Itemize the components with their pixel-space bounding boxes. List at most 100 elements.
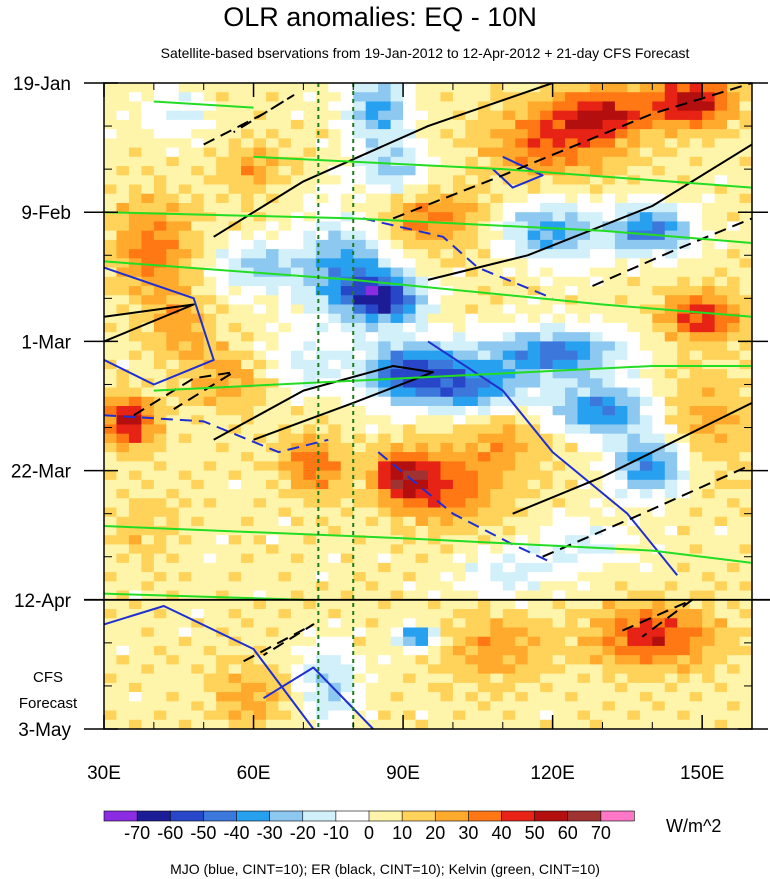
- heatmap-cell: [278, 627, 292, 638]
- heatmap-cell: [141, 313, 155, 324]
- heatmap-cell: [490, 350, 504, 361]
- heatmap-cell: [104, 332, 118, 342]
- heatmap-cell: [577, 350, 591, 361]
- heatmap-cell: [714, 664, 728, 675]
- heatmap-cell: [739, 221, 752, 232]
- heatmap-cell: [315, 442, 329, 453]
- heatmap-cell: [602, 230, 616, 241]
- heatmap-cell: [116, 489, 130, 499]
- heatmap-cell: [527, 202, 541, 213]
- heatmap-cell: [390, 682, 404, 693]
- heatmap-cell: [727, 258, 741, 269]
- heatmap-cell: [340, 322, 354, 333]
- heatmap-cell: [390, 664, 404, 675]
- heatmap-cell: [141, 442, 155, 453]
- heatmap-cell: [203, 286, 217, 296]
- heatmap-cell: [315, 433, 329, 444]
- heatmap-cell: [664, 535, 678, 546]
- heatmap-cell: [390, 645, 404, 656]
- heatmap-cell: [340, 406, 354, 416]
- heatmap-cell: [477, 378, 491, 389]
- heatmap-cell: [403, 692, 417, 702]
- heatmap-cell: [614, 92, 628, 103]
- heatmap-cell: [714, 212, 728, 223]
- heatmap-cell: [440, 433, 454, 444]
- heatmap-cell: [540, 590, 554, 601]
- er-contour: [104, 303, 195, 343]
- heatmap-cell: [577, 710, 591, 721]
- heatmap-cell: [502, 553, 516, 564]
- heatmap-cell: [166, 599, 180, 610]
- heatmap-cell: [602, 92, 616, 103]
- heatmap-cell: [104, 258, 118, 269]
- heatmap-cell: [440, 83, 454, 93]
- heatmap-cell: [153, 433, 167, 444]
- heatmap-cell: [403, 230, 417, 241]
- heatmap-cell: [141, 101, 155, 112]
- heatmap-cell: [527, 415, 541, 426]
- heatmap-cell: [727, 304, 741, 315]
- heatmap-cell: [602, 147, 616, 158]
- heatmap-cell: [652, 156, 666, 167]
- heatmap-cell: [303, 359, 317, 370]
- heatmap-cell: [203, 581, 217, 592]
- heatmap-cell: [565, 138, 579, 149]
- heatmap-cell: [627, 202, 641, 213]
- heatmap-cell: [502, 212, 516, 223]
- heatmap-cell: [266, 276, 280, 287]
- heatmap-cell: [365, 258, 379, 269]
- heatmap-cell: [153, 286, 167, 296]
- heatmap-cell: [552, 719, 566, 729]
- heatmap-cell: [303, 313, 317, 324]
- heatmap-cell: [191, 701, 205, 712]
- heatmap-cell: [228, 507, 242, 518]
- heatmap-cell: [415, 590, 429, 601]
- heatmap-cell: [565, 655, 579, 665]
- heatmap-cell: [490, 166, 504, 176]
- heatmap-cell: [652, 627, 666, 638]
- heatmap-cell: [203, 479, 217, 490]
- heatmap-cell: [141, 701, 155, 712]
- heatmap-cell: [116, 682, 130, 693]
- heatmap-cell: [116, 110, 130, 121]
- heatmap-cell: [714, 396, 728, 407]
- heatmap-cell: [477, 332, 491, 342]
- heatmap-cell: [390, 332, 404, 342]
- heatmap-cell: [203, 664, 217, 675]
- heatmap-cell: [465, 572, 479, 582]
- heatmap-cell: [477, 553, 491, 564]
- heatmap-cell: [440, 110, 454, 121]
- heatmap-cell: [216, 461, 230, 472]
- heatmap-cell: [228, 129, 242, 139]
- heatmap-cell: [452, 258, 466, 269]
- heatmap-cell: [104, 498, 118, 509]
- heatmap-cell: [216, 719, 230, 729]
- kelvin-contour: [153, 100, 254, 109]
- heatmap-cell: [241, 258, 255, 269]
- heatmap-cell: [315, 184, 329, 195]
- heatmap-cell: [403, 387, 417, 398]
- heatmap-cell: [477, 258, 491, 269]
- heatmap-cell: [378, 562, 392, 573]
- heatmap-cell: [465, 433, 479, 444]
- heatmap-cell: [340, 590, 354, 601]
- heatmap-cell: [440, 166, 454, 176]
- heatmap-cell: [477, 313, 491, 324]
- heatmap-cell: [614, 627, 628, 638]
- heatmap-cell: [428, 322, 442, 333]
- heatmap-cell: [490, 461, 504, 472]
- heatmap-cell: [428, 479, 442, 490]
- heatmap-cell: [702, 359, 716, 370]
- heatmap-cell: [303, 581, 317, 592]
- heatmap-cell: [116, 304, 130, 315]
- heatmap-cell: [116, 396, 130, 407]
- heatmap-cell: [365, 313, 379, 324]
- heatmap-cell: [328, 129, 342, 139]
- heatmap-cell: [540, 92, 554, 103]
- heatmap-cell: [652, 322, 666, 333]
- heatmap-cell: [677, 193, 691, 204]
- heatmap-cell: [540, 175, 554, 186]
- heatmap-cell: [714, 415, 728, 426]
- heatmap-cell: [440, 424, 454, 435]
- heatmap-cell: [465, 396, 479, 407]
